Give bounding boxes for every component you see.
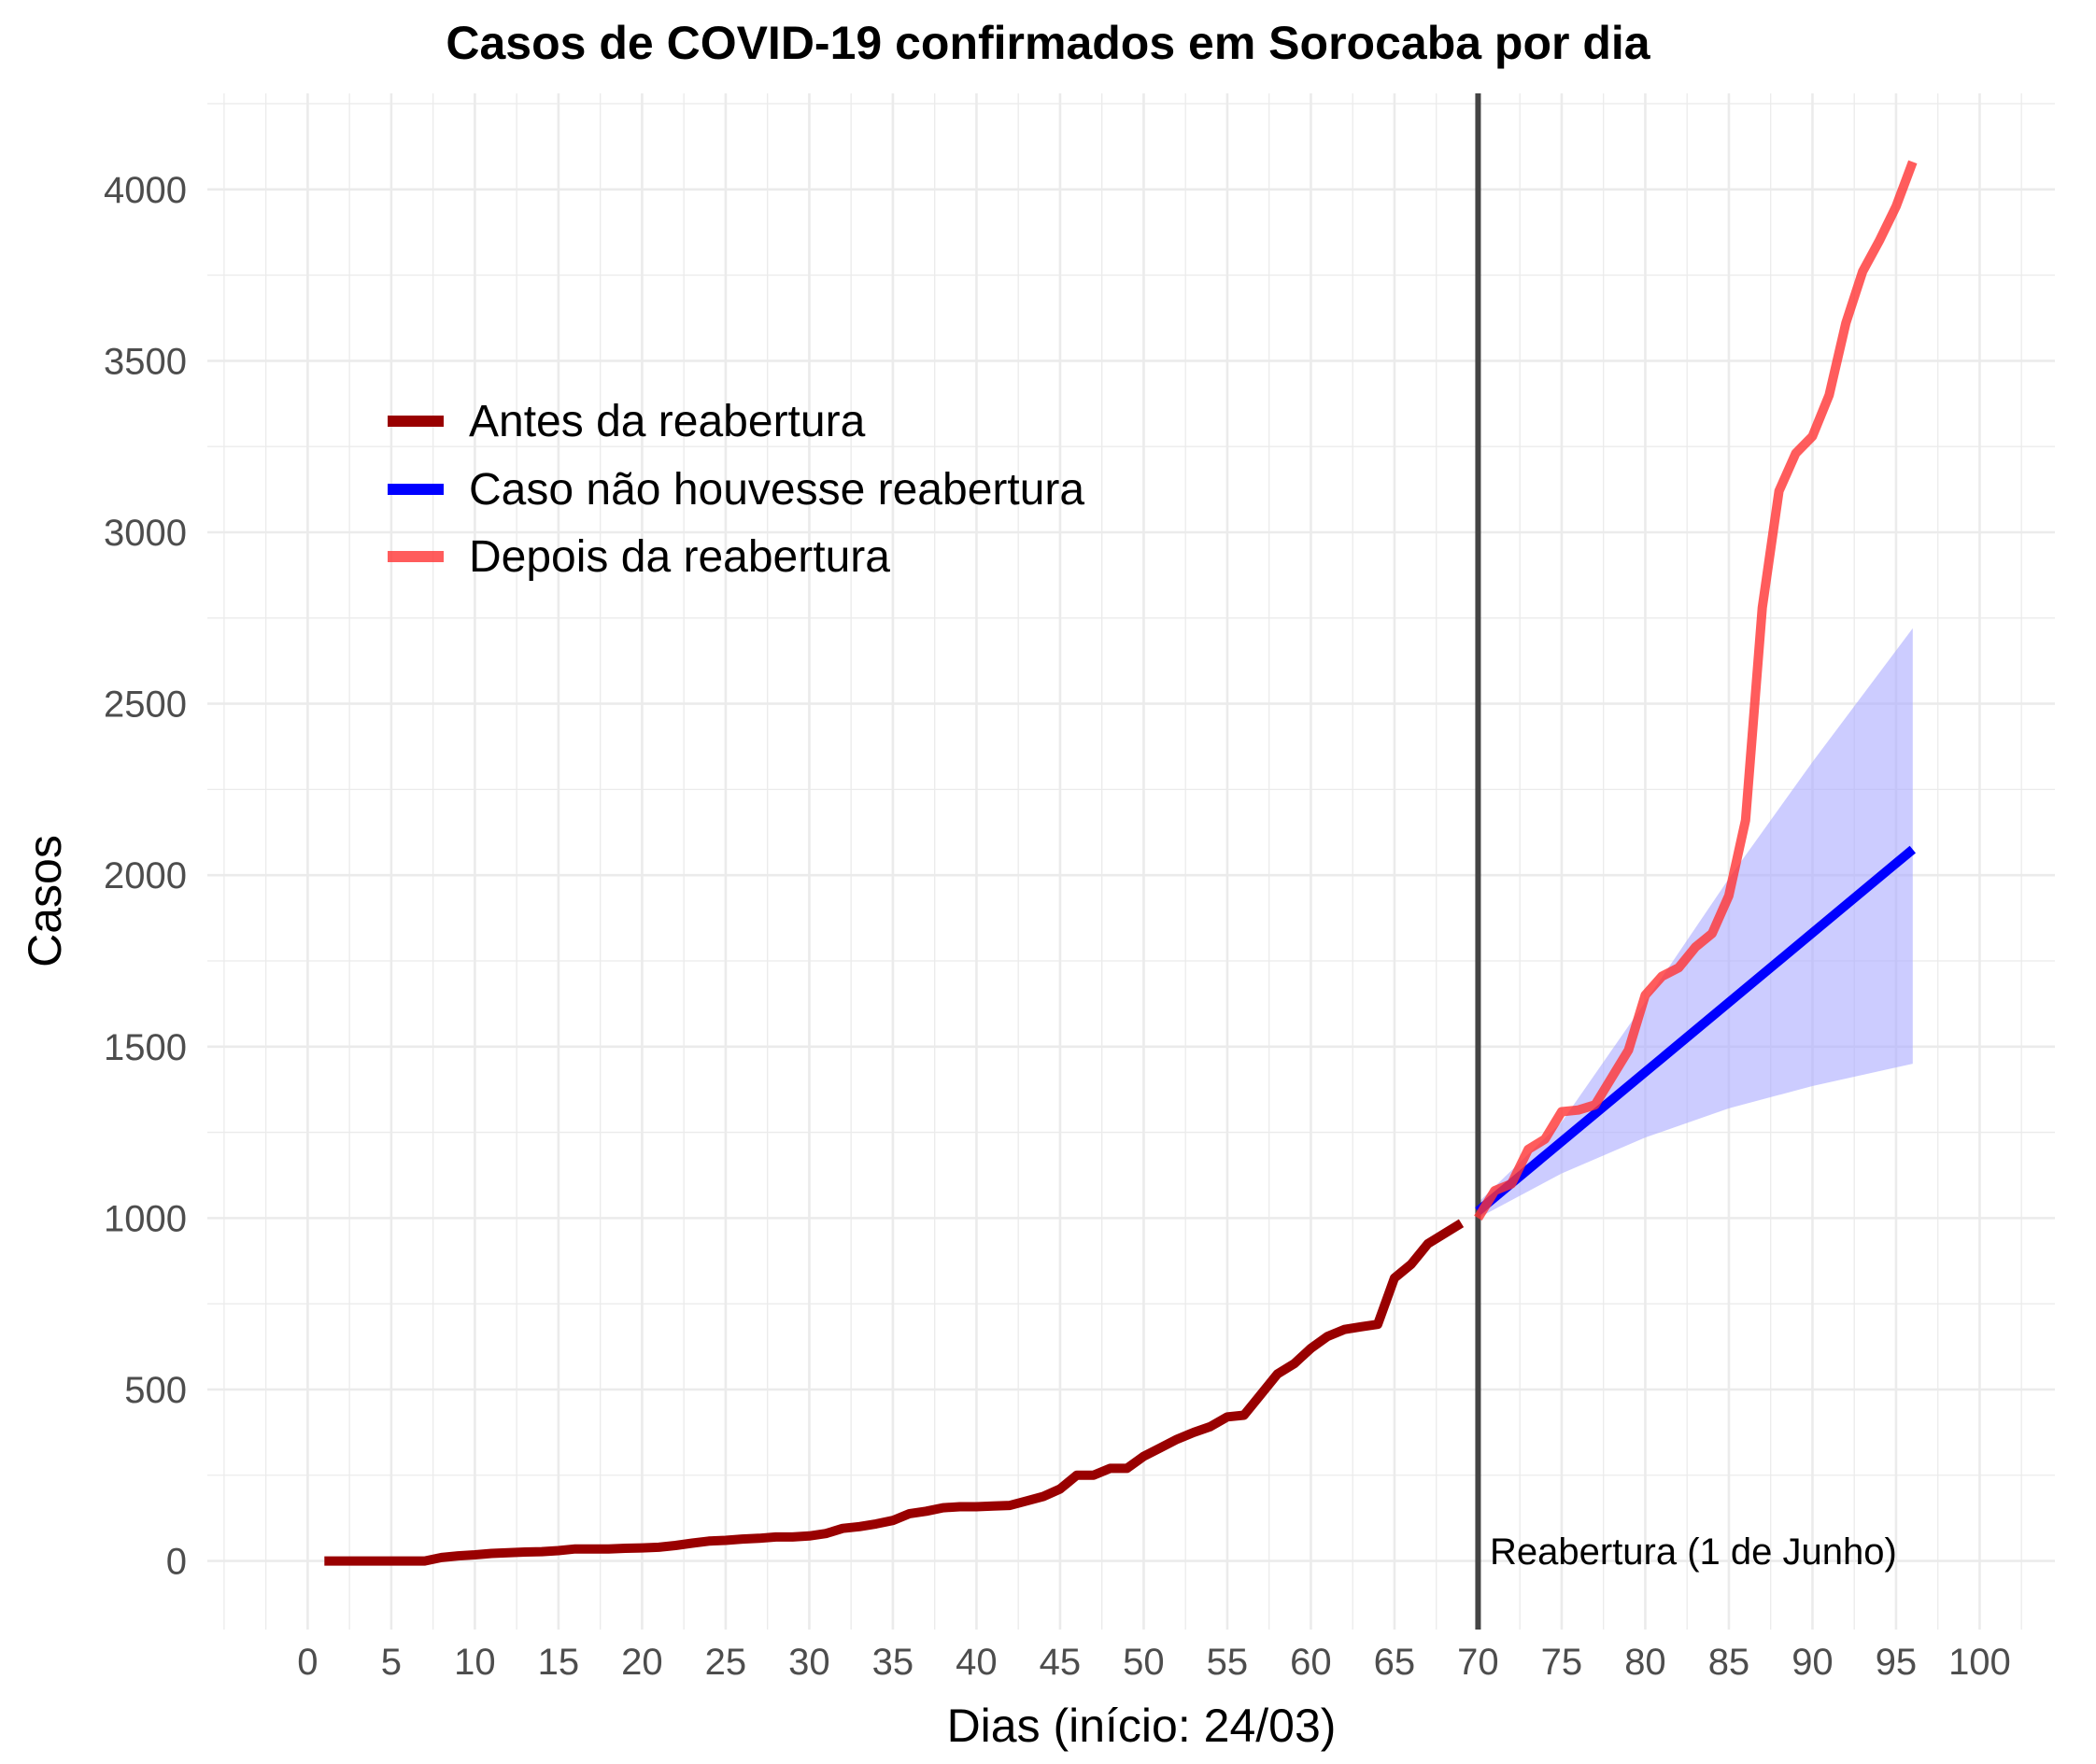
x-tick-label: 80 — [1624, 1642, 1666, 1683]
y-tick-label: 0 — [166, 1542, 187, 1583]
legend-label-depois: Depois da reabertura — [469, 532, 890, 582]
y-tick-label: 3000 — [104, 513, 187, 554]
x-tick-label: 100 — [1948, 1642, 2011, 1683]
series-line-depois-da-reabertura — [1474, 160, 1918, 1221]
grid-lines — [207, 93, 2055, 1630]
y-tick-label: 4000 — [104, 170, 187, 211]
x-tick-label: 55 — [1207, 1642, 1249, 1683]
tick-labels: 0 5 10 15 20 25 30 35 40 45 50 55 60 65 70 75 80 85 90 95 10… — [104, 170, 2011, 1683]
x-tick-label: 85 — [1708, 1642, 1750, 1683]
legend: Antes da reabertura Caso não houvesse re… — [388, 397, 1084, 582]
x-tick-label: 50 — [1123, 1642, 1165, 1683]
x-tick-label: 10 — [454, 1642, 496, 1683]
x-tick-label: 0 — [297, 1642, 318, 1683]
x-tick-label: 70 — [1457, 1642, 1499, 1683]
series-line-caso-nao-houvesse-reabertura — [1475, 845, 1916, 1215]
reopening-annotation: Reabertura (1 de Junho) — [1490, 1531, 1897, 1573]
legend-label-antes: Antes da reabertura — [469, 397, 866, 446]
x-tick-label: 15 — [538, 1642, 580, 1683]
x-tick-label: 20 — [621, 1642, 663, 1683]
y-axis-title: Casos — [19, 835, 71, 967]
y-tick-label: 2500 — [104, 684, 187, 726]
y-tick-label: 2000 — [104, 855, 187, 896]
x-axis-title: Dias (início: 24/03) — [947, 1700, 1337, 1752]
chart-title: Casos de COVID-19 confirmados em Sorocab… — [446, 17, 1650, 69]
x-tick-label: 5 — [381, 1642, 402, 1683]
x-tick-label: 40 — [956, 1642, 998, 1683]
y-tick-label: 1500 — [104, 1027, 187, 1068]
series-line-antes-da-reabertura — [324, 1219, 1465, 1566]
x-tick-label: 25 — [705, 1642, 747, 1683]
x-tick-label: 95 — [1876, 1642, 1918, 1683]
y-tick-label: 1000 — [104, 1198, 187, 1239]
x-tick-label: 35 — [872, 1642, 914, 1683]
legend-label-caso: Caso não houvesse reabertura — [469, 465, 1084, 515]
x-tick-label: 90 — [1792, 1642, 1834, 1683]
x-tick-label: 75 — [1541, 1642, 1583, 1683]
x-tick-label: 60 — [1290, 1642, 1332, 1683]
x-tick-label: 45 — [1040, 1642, 1082, 1683]
x-tick-label: 65 — [1374, 1642, 1416, 1683]
y-tick-label: 3500 — [104, 341, 187, 382]
y-tick-label: 500 — [124, 1370, 187, 1411]
x-tick-label: 30 — [788, 1642, 830, 1683]
confidence-band — [1478, 628, 1913, 1219]
